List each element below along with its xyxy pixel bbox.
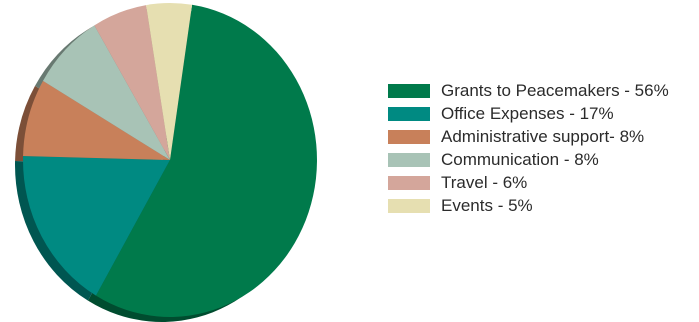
legend-item: Communication - 8% bbox=[388, 148, 669, 171]
pie-slice-3 bbox=[23, 80, 170, 160]
legend-label: Communication - 8% bbox=[441, 149, 599, 169]
legend-label: Travel - 6% bbox=[441, 172, 528, 192]
legend-swatch bbox=[388, 152, 430, 167]
legend-swatch bbox=[388, 198, 430, 213]
legend-label: Grants to Peacemakers - 56% bbox=[441, 80, 669, 100]
legend-swatch bbox=[388, 106, 430, 121]
legend-swatch bbox=[388, 175, 430, 190]
legend-swatch bbox=[388, 129, 430, 144]
pie-chart bbox=[15, 2, 317, 322]
pie-slices bbox=[23, 2, 317, 317]
legend-item: Events - 5% bbox=[388, 194, 669, 217]
chart-legend: Grants to Peacemakers - 56% Office Expens… bbox=[388, 79, 669, 217]
legend-item: Administrative support- 8% bbox=[388, 125, 669, 148]
legend-label: Administrative support- 8% bbox=[441, 126, 645, 146]
legend-swatch bbox=[388, 83, 430, 98]
legend-item: Grants to Peacemakers - 56% bbox=[388, 79, 669, 102]
legend-label: Events - 5% bbox=[441, 195, 533, 215]
legend-label: Office Expenses - 17% bbox=[441, 103, 614, 123]
legend-item: Travel - 6% bbox=[388, 171, 669, 194]
pie-slice-1 bbox=[95, 4, 317, 317]
pie-slice-5 bbox=[94, 5, 170, 161]
pie-slice-4 bbox=[43, 25, 170, 161]
legend-item: Office Expenses - 17% bbox=[388, 102, 669, 125]
pie-slice-2 bbox=[23, 156, 170, 296]
pie-slice-6 bbox=[146, 2, 193, 161]
